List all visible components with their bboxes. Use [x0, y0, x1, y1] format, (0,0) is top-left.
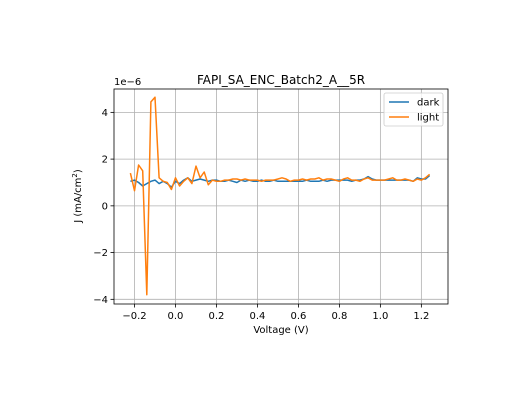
y-tick-label: −2 [93, 248, 108, 259]
legend-light-label: light [417, 113, 439, 124]
legend: dark light [383, 92, 444, 127]
y-tick-label: 0 [102, 201, 108, 212]
y-axis-label-close: ) [73, 169, 84, 173]
x-tick-label: 0.2 [209, 311, 225, 322]
x-tick-label: 0.0 [168, 311, 184, 322]
x-tick-label: 1.0 [372, 311, 388, 322]
ticks: −0.2 0.0 0.2 0.4 0.6 0.8 1.0 1.2 −4 −2 0 2 4 [93, 108, 429, 322]
x-tick-label: 1.2 [413, 311, 429, 322]
y-axis-label-superscript: 2 [71, 173, 79, 177]
x-tick-label: 0.4 [249, 311, 265, 322]
series-layer [129, 96, 431, 296]
y-axis-label: J (mA/cm2) [71, 169, 84, 224]
y-offset-text: 1e−6 [114, 77, 141, 88]
x-tick-label: −0.2 [122, 311, 146, 322]
y-axis-label-base: J (mA/cm [73, 178, 84, 224]
y-tick-label: 4 [102, 108, 108, 119]
legend-dark-label: dark [417, 98, 440, 109]
y-tick-label: −4 [93, 295, 108, 306]
plot-frame [113, 88, 449, 305]
series-line-light [129, 96, 431, 296]
x-tick-label: 0.8 [331, 311, 347, 322]
x-tick-label: 0.6 [290, 311, 306, 322]
chart-title: FAPI_SA_ENC_Batch2_A__5R [197, 73, 365, 87]
x-axis-label: Voltage (V) [253, 325, 308, 336]
y-tick-label: 2 [102, 155, 108, 166]
